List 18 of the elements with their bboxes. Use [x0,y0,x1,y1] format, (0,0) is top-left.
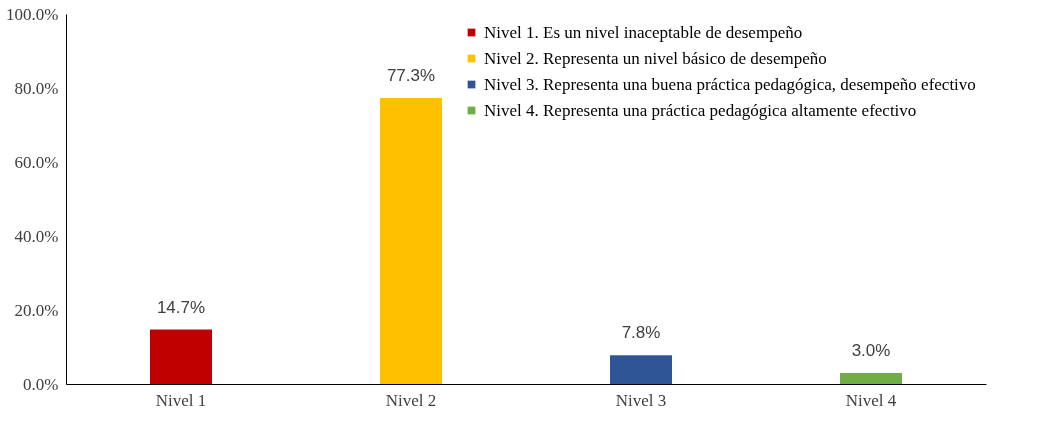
x-tick-label: Nivel 3 [615,390,667,410]
y-tick-label: 0.0% [23,374,59,394]
y-tick-label: 100.0% [6,4,59,24]
legend-label: Nivel 1. Es un nivel inaceptable de desempeño [484,22,803,42]
y-tick-label: 20.0% [14,300,59,320]
y-tick-label: 40.0% [14,226,59,246]
legend-label: Nivel 2. Representa un nivel básico de desempeño [484,48,827,68]
x-tick-label: Nivel 4 [845,390,897,410]
data-label: 3.0% [851,340,891,360]
x-tick-label: Nivel 2 [385,390,437,410]
x-tick-label: Nivel 1 [155,390,207,410]
y-tick-label: 60.0% [14,152,59,172]
y-tick-label: 80.0% [14,78,59,98]
data-label: 14.7% [156,297,206,317]
data-label: 7.8% [621,323,661,343]
legend-label: Nivel 3. Representa una buena práctica pedagógica, desempeño efectivo [484,74,976,94]
data-label: 77.3% [386,65,436,85]
legend-label: Nivel 4. Representa una práctica pedagógica altamente efectivo [484,100,917,120]
